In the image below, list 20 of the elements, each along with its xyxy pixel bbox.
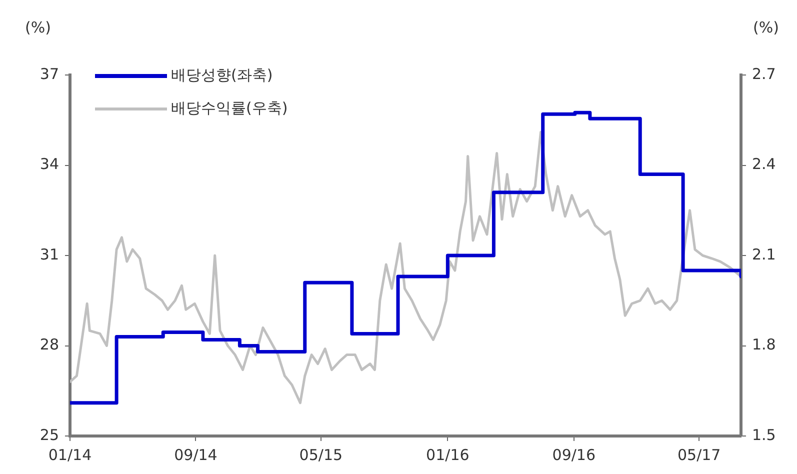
y2-tick-label: 2.1 (752, 245, 776, 264)
x-tick-label: 09/14 (174, 446, 218, 464)
legend-label: 배당수익률(우축) (171, 98, 288, 117)
y-tick-label: 34 (40, 155, 59, 174)
x-tick-label: 01/16 (426, 446, 470, 464)
y-axis-title: (%) (25, 18, 51, 36)
x-tick-label: 01/14 (48, 446, 92, 464)
y-tick-label: 25 (40, 426, 59, 444)
x-tick-label: 05/15 (299, 446, 343, 464)
y-tick-label: 31 (40, 245, 59, 264)
legend-label: 배당성향(좌축) (171, 66, 273, 84)
y2-axis-title: (%) (753, 18, 779, 36)
y2-tick-label: 2.4 (752, 155, 776, 174)
y-tick-label: 28 (40, 336, 59, 354)
y2-tick-label: 2.7 (752, 64, 776, 83)
x-tick-label: 05/17 (677, 446, 721, 464)
y2-tick-label: 1.5 (752, 426, 776, 444)
y2-tick-label: 1.8 (752, 336, 776, 354)
x-tick-label: 09/16 (552, 446, 596, 464)
y-tick-label: 37 (40, 64, 59, 83)
